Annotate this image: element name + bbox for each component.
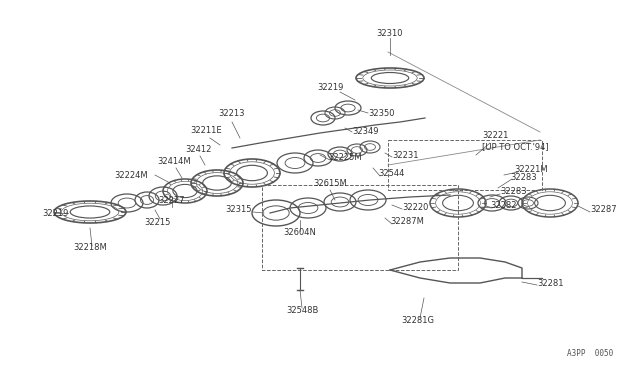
Text: [UP TO OCT.'94]: [UP TO OCT.'94] xyxy=(482,142,548,151)
Text: 32221: 32221 xyxy=(482,131,508,140)
Text: 32282: 32282 xyxy=(490,202,516,211)
Text: 32281G: 32281G xyxy=(401,316,435,325)
Text: 32221M: 32221M xyxy=(514,166,548,174)
Text: 32219: 32219 xyxy=(317,83,343,92)
Text: A3PP  0050: A3PP 0050 xyxy=(567,349,613,358)
Text: 32231: 32231 xyxy=(392,151,419,160)
Text: 32615M: 32615M xyxy=(313,179,347,188)
Text: 32287M: 32287M xyxy=(390,218,424,227)
Text: 32283: 32283 xyxy=(510,173,536,182)
Bar xyxy=(262,185,458,270)
Text: 32224M: 32224M xyxy=(115,170,148,180)
Text: 32287: 32287 xyxy=(590,205,616,215)
Text: 32225M: 32225M xyxy=(328,154,362,163)
Bar xyxy=(388,140,542,190)
Text: 32218M: 32218M xyxy=(73,243,107,252)
Text: 32412: 32412 xyxy=(185,145,211,154)
Text: 32349: 32349 xyxy=(352,128,378,137)
Text: 32315: 32315 xyxy=(225,205,252,215)
Text: 32283: 32283 xyxy=(500,187,527,196)
Text: 32414M: 32414M xyxy=(157,157,191,166)
Text: 32350: 32350 xyxy=(368,109,394,118)
Text: 32215: 32215 xyxy=(144,218,170,227)
Text: 32219: 32219 xyxy=(42,208,68,218)
Text: 32310: 32310 xyxy=(377,29,403,38)
Text: 32281: 32281 xyxy=(537,279,563,288)
Text: 32213: 32213 xyxy=(219,109,245,118)
Text: 32604N: 32604N xyxy=(284,228,316,237)
Text: 32227: 32227 xyxy=(159,196,185,205)
Text: 32220: 32220 xyxy=(402,202,428,212)
Text: 32548B: 32548B xyxy=(286,306,318,315)
Text: 32211E: 32211E xyxy=(190,126,222,135)
Text: 32544: 32544 xyxy=(378,170,404,179)
